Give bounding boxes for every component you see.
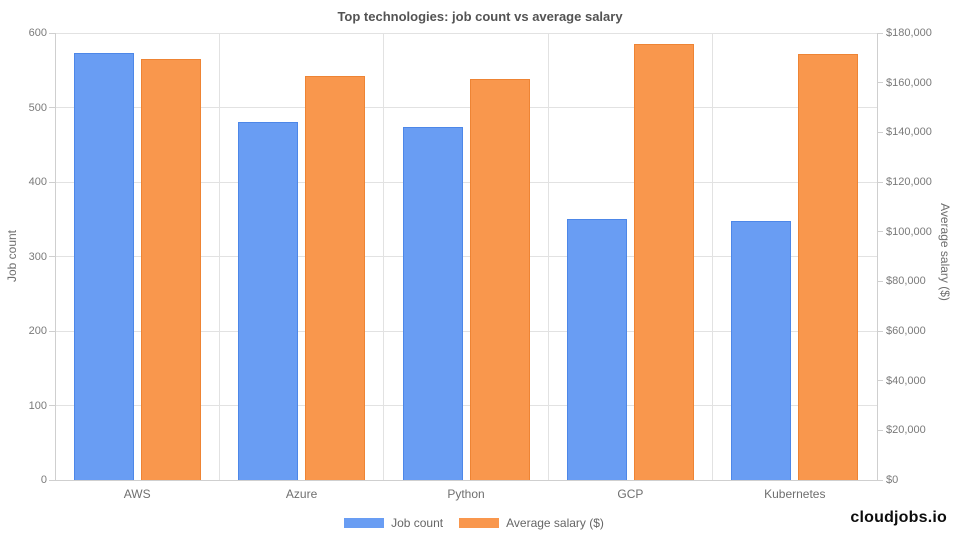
right-axis-title: Average salary ($) bbox=[938, 203, 952, 301]
left-tick-label-500: 500 bbox=[28, 101, 47, 114]
left-tick-200 bbox=[49, 330, 55, 332]
right-tick-label-8: $160,000 bbox=[886, 76, 932, 89]
right-tick-label-0: $0 bbox=[886, 474, 899, 486]
legend-item-job-count[interactable]: Job count bbox=[344, 516, 443, 530]
bar-job-count-python[interactable] bbox=[402, 126, 463, 480]
left-tick-400 bbox=[49, 181, 55, 183]
right-tick-2 bbox=[877, 380, 883, 382]
legend-swatch-job-count bbox=[344, 518, 385, 528]
axis-line-vertical bbox=[876, 33, 878, 480]
right-tick-1 bbox=[877, 429, 883, 431]
right-tick-label-6: $120,000 bbox=[886, 176, 932, 188]
right-tick-3 bbox=[877, 330, 883, 332]
bar-average-salary-azure[interactable] bbox=[305, 76, 366, 480]
left-tick-100 bbox=[49, 405, 55, 406]
bar-average-salary-aws[interactable] bbox=[140, 59, 201, 480]
axis-line-vertical bbox=[54, 33, 56, 480]
category-label-kubernetes: Kubernetes bbox=[764, 487, 826, 501]
gridline-left-100 bbox=[55, 405, 877, 406]
category-separator bbox=[712, 33, 714, 480]
category-label-azure: Azure bbox=[285, 487, 318, 501]
brand-logo: cloudjobs.io bbox=[850, 509, 947, 526]
legend: Job count Average salary ($) bbox=[0, 516, 948, 530]
left-tick-label-300: 300 bbox=[28, 250, 47, 263]
right-tick-9 bbox=[877, 32, 883, 34]
right-tick-label-1: $20,000 bbox=[886, 424, 926, 437]
gridline-left-300 bbox=[55, 256, 877, 257]
left-tick-300 bbox=[49, 256, 55, 257]
right-tick-label-3: $60,000 bbox=[886, 325, 926, 337]
left-tick-label-100: 100 bbox=[28, 399, 47, 412]
left-tick-0 bbox=[49, 479, 55, 481]
right-tick-7 bbox=[877, 131, 883, 133]
gridline-left-600 bbox=[55, 32, 877, 34]
left-tick-label-200: 200 bbox=[28, 325, 47, 337]
x-axis-baseline bbox=[55, 479, 877, 481]
bar-job-count-azure[interactable] bbox=[238, 121, 299, 480]
right-tick-label-9: $180,000 bbox=[886, 27, 932, 39]
bar-average-salary-kubernetes[interactable] bbox=[798, 54, 859, 480]
right-tick-0 bbox=[877, 479, 883, 481]
left-tick-500 bbox=[49, 107, 55, 108]
category-separator bbox=[547, 33, 549, 480]
category-label-gcp: GCP bbox=[617, 487, 644, 501]
right-tick-label-7: $140,000 bbox=[886, 126, 932, 139]
bar-job-count-aws[interactable] bbox=[73, 53, 134, 480]
category-separator bbox=[383, 33, 385, 480]
gridline-left-200 bbox=[55, 330, 877, 332]
legend-label-job-count: Job count bbox=[391, 516, 444, 530]
bar-job-count-kubernetes[interactable] bbox=[731, 220, 792, 480]
legend-swatch-average-salary bbox=[459, 518, 500, 528]
chart-title: Top technologies: job count vs average s… bbox=[337, 9, 623, 24]
gridline-left-400 bbox=[55, 181, 877, 183]
right-tick-8 bbox=[877, 82, 883, 84]
bar-job-count-gcp[interactable] bbox=[566, 219, 627, 480]
left-tick-600 bbox=[49, 32, 55, 34]
left-tick-label-0: 0 bbox=[40, 474, 47, 486]
legend-label-average-salary: Average salary ($) bbox=[506, 516, 604, 530]
bar-average-salary-python[interactable] bbox=[469, 78, 530, 480]
category-label-aws: AWS bbox=[123, 487, 151, 501]
bar-average-salary-gcp[interactable] bbox=[633, 44, 694, 480]
right-tick-4 bbox=[877, 280, 883, 282]
right-tick-6 bbox=[877, 181, 883, 183]
gridline-left-500 bbox=[55, 107, 877, 108]
category-separator bbox=[218, 33, 220, 480]
right-tick-label-2: $40,000 bbox=[886, 374, 926, 387]
legend-item-average-salary[interactable]: Average salary ($) bbox=[459, 516, 604, 530]
right-tick-5 bbox=[877, 231, 883, 233]
right-tick-label-4: $80,000 bbox=[886, 275, 926, 288]
category-label-python: Python bbox=[447, 487, 485, 501]
left-tick-label-400: 400 bbox=[28, 176, 47, 188]
right-tick-label-5: $100,000 bbox=[886, 225, 932, 238]
left-tick-label-600: 600 bbox=[28, 27, 47, 39]
